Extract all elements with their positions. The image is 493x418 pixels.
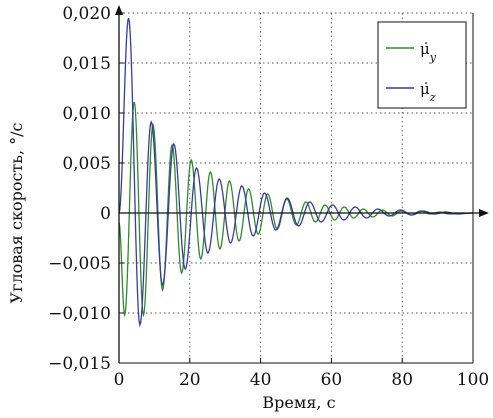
series-layer xyxy=(118,17,474,328)
legend-box xyxy=(377,21,467,109)
x-tick-label: 0 xyxy=(114,370,125,390)
y-tick-label: 0,010 xyxy=(62,104,111,124)
x-tick-label: 40 xyxy=(250,370,272,390)
tick-labels: 0 20 40 60 80 100 −0,015 −0,010 −0,005 0 0,005 0,01… xyxy=(48,4,489,390)
x-tick-label: 20 xyxy=(179,370,201,390)
y-tick-label: 0,005 xyxy=(62,154,111,174)
y-axis-title: Угловая скорость, °/с xyxy=(7,122,26,303)
y-tick-label: −0,015 xyxy=(48,354,111,374)
series-line-z xyxy=(118,17,474,328)
x-tick-label: 100 xyxy=(457,370,489,390)
x-axis-title: Время, с xyxy=(262,393,335,412)
y-tick-label: 0,020 xyxy=(62,4,111,24)
legend-label-y: μ̇y xyxy=(420,40,437,64)
axes xyxy=(115,5,489,364)
x-tick-label: 60 xyxy=(321,370,343,390)
legend-label-z: μ̇z xyxy=(420,80,436,104)
legend: μ̇y μ̇z xyxy=(377,21,467,109)
y-tick-label: 0 xyxy=(100,204,111,224)
x-tick-label: 80 xyxy=(391,370,413,390)
x-axis-arrow xyxy=(479,209,489,217)
series-line-y xyxy=(118,101,474,318)
grid xyxy=(119,12,474,363)
y-tick-label: −0,010 xyxy=(48,304,111,324)
y-tick-label: 0,015 xyxy=(62,54,111,74)
y-tick-label: −0,005 xyxy=(48,254,111,274)
